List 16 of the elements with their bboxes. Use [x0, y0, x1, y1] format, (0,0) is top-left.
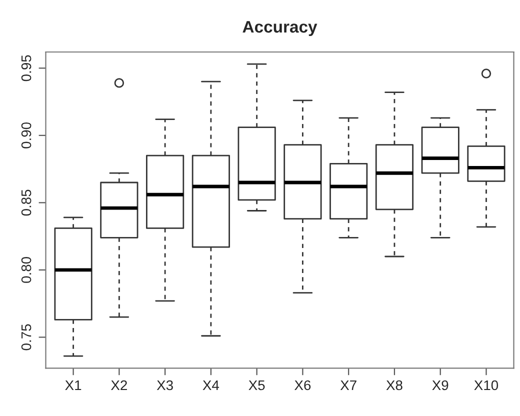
x-tick-label: X9 [432, 380, 448, 390]
y-tick-label: 0.95 [21, 55, 32, 82]
x-tick-label: X10 [474, 380, 498, 390]
x-tick-label: X8 [386, 380, 402, 390]
y-tick-label: 0.75 [21, 324, 32, 350]
y-tick-label: 0.80 [21, 256, 32, 283]
y-tick-label: 0.85 [21, 190, 32, 216]
x-tick-label: X3 [156, 380, 173, 390]
x-tick-label: X7 [340, 380, 356, 390]
x-tick-label: X2 [110, 380, 127, 390]
x-tick-label: X5 [248, 380, 265, 390]
x-tick-label: X6 [294, 380, 311, 390]
y-tick-label: 0.90 [21, 122, 32, 148]
x-tick-label: X4 [202, 380, 220, 390]
x-tick-label: X1 [65, 380, 82, 390]
chart-title: Accuracy [242, 21, 318, 36]
